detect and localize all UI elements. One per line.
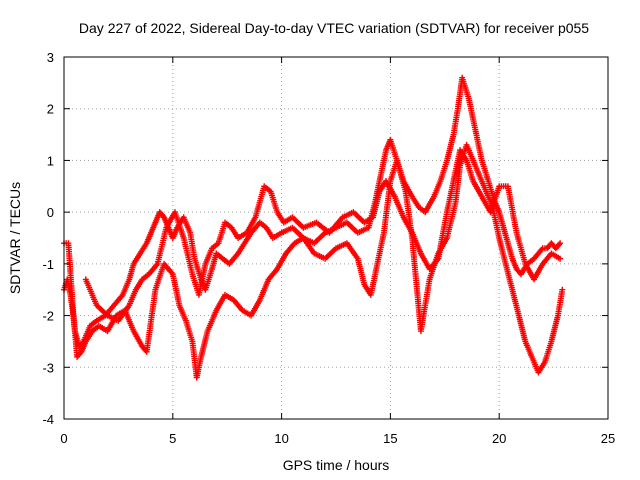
y-tick-labels: -4 -3 -2 -1 0 1 2 3 bbox=[42, 50, 54, 427]
data-point-marker bbox=[559, 286, 566, 293]
y-tick-label: -1 bbox=[42, 257, 54, 272]
y-tick-label: 2 bbox=[47, 102, 54, 117]
data-points bbox=[61, 74, 566, 381]
axis-ticks bbox=[63, 56, 609, 420]
x-tick-label: 10 bbox=[274, 431, 288, 446]
y-axis-label: SDTVAR / TECUs bbox=[7, 182, 23, 294]
x-tick-label: 20 bbox=[492, 431, 506, 446]
chart-title: Day 227 of 2022, Sidereal Day-to-day VTE… bbox=[79, 20, 589, 36]
x-axis-label: GPS time / hours bbox=[283, 457, 390, 473]
y-tick-label: -2 bbox=[42, 309, 54, 324]
x-tick-label: 25 bbox=[601, 431, 615, 446]
series-trace-c bbox=[82, 147, 564, 324]
x-tick-label: 0 bbox=[60, 431, 67, 446]
y-tick-label: 0 bbox=[47, 205, 54, 220]
y-tick-label: -4 bbox=[42, 412, 54, 427]
y-tick-label: 1 bbox=[47, 153, 54, 168]
x-tick-label: 5 bbox=[169, 431, 176, 446]
plot-frame bbox=[63, 56, 609, 420]
data-point-marker bbox=[557, 255, 564, 262]
grid bbox=[64, 57, 608, 419]
x-tick-label: 15 bbox=[383, 431, 397, 446]
y-tick-label: 3 bbox=[47, 50, 54, 65]
x-tick-labels: 0 5 10 15 20 25 bbox=[60, 431, 615, 446]
data-point-marker bbox=[557, 240, 564, 247]
y-tick-label: -3 bbox=[42, 360, 54, 375]
